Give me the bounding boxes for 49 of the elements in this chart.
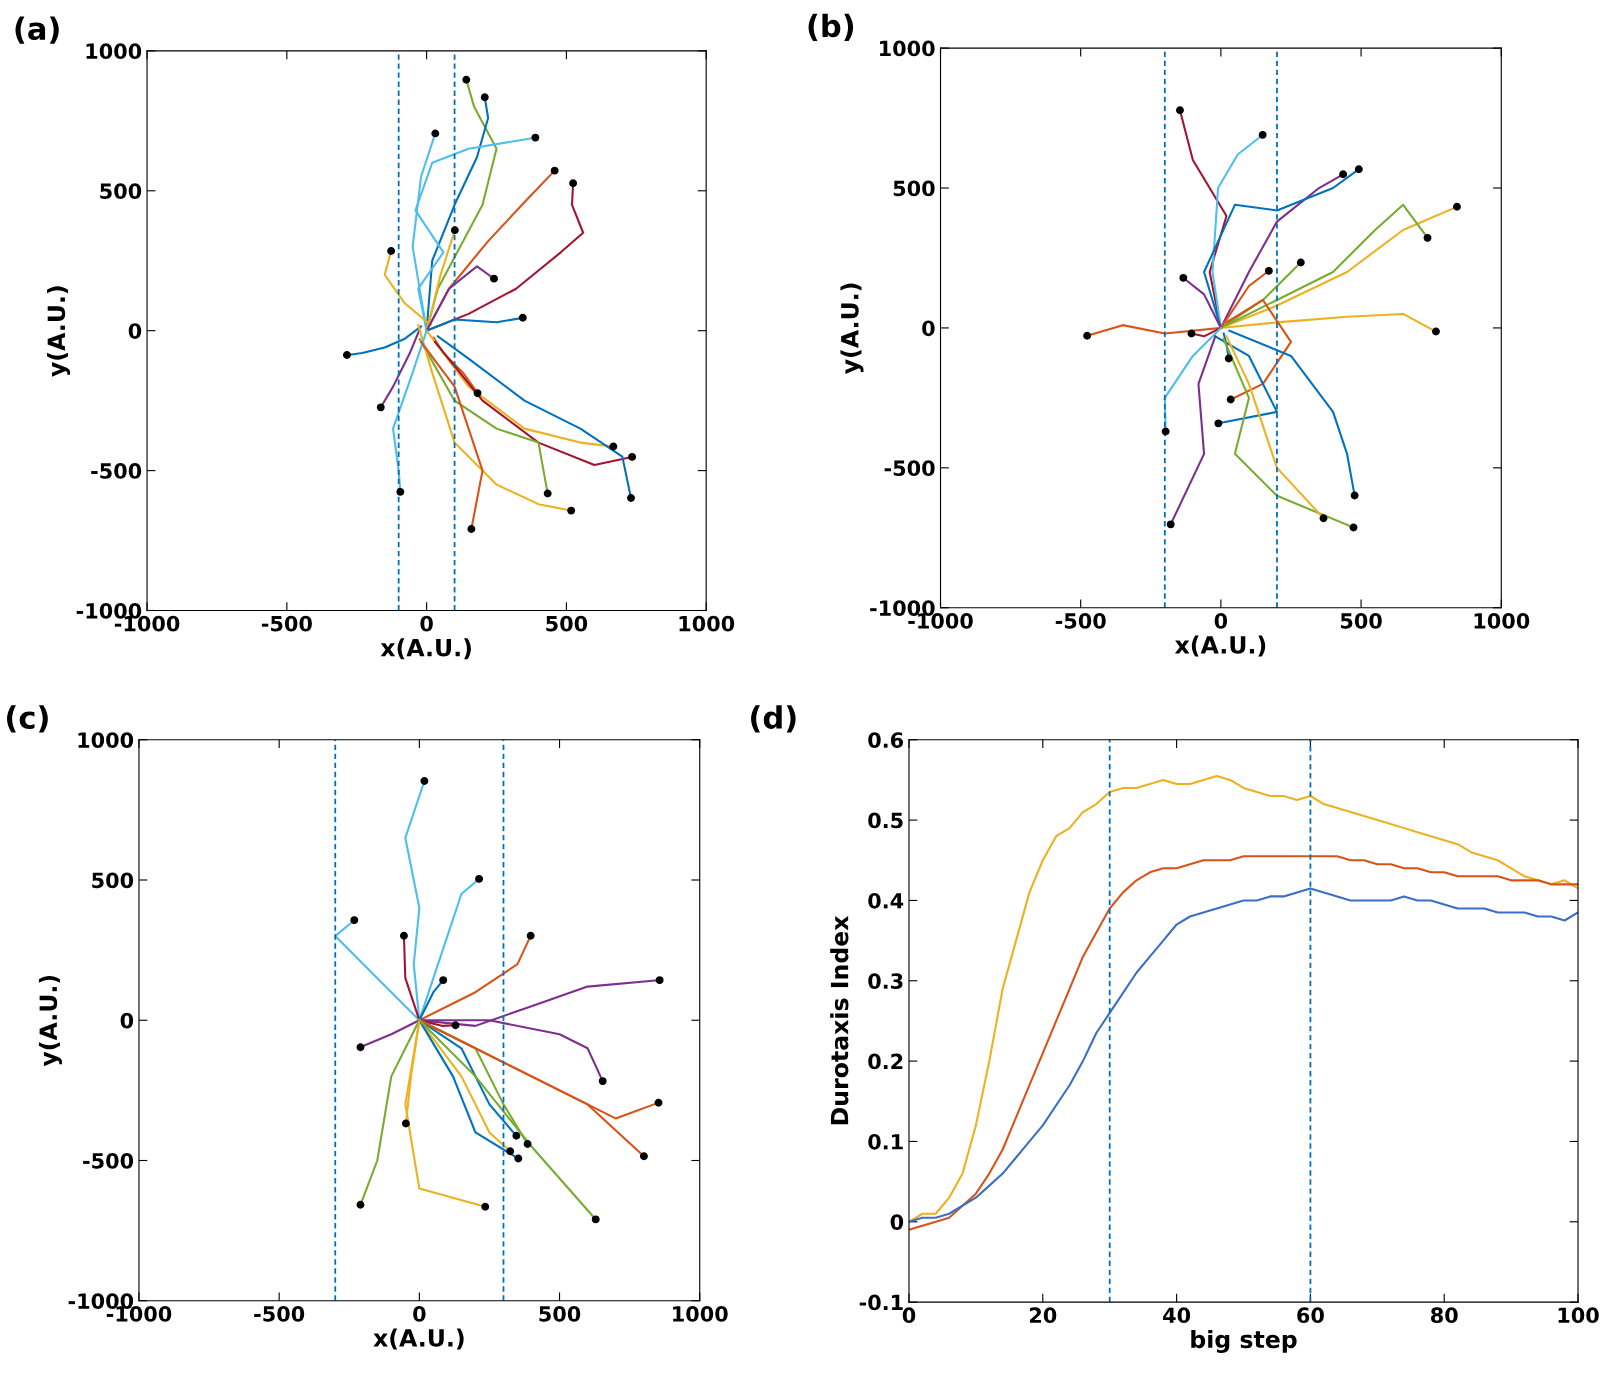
y-tick-label: 500 [893,180,935,197]
x-tick-label: 1000 [1474,612,1530,629]
y-axis-title: Durotaxis Index [830,915,849,1125]
y-tick-label: -500 [884,460,935,477]
x-tick-label: 100 [1558,1307,1599,1324]
x-axis-title: x(A.U.) [1174,635,1266,657]
y-tick-label: 0.3 [868,973,903,989]
y-tick-label: 0 [890,1214,904,1230]
x-tick-label: 500 [539,1305,581,1322]
y-tick-label: 0.5 [868,812,903,829]
x-axis-title: x(A.U.) [373,1328,464,1350]
y-tick-label: 0.2 [868,1053,903,1070]
x-tick-label: 1000 [679,615,735,632]
x-tick-label: 40 [1163,1307,1191,1324]
x-tick-label: 1000 [673,1305,728,1322]
y-tick-label: -500 [91,463,142,479]
chart-title: (b) [808,13,854,41]
x-tick-label: 0 [420,615,433,632]
x-axis-title: x(A.U.) [380,638,471,660]
y-tick-label: 0.4 [868,892,904,909]
y-tick-label: 1000 [86,43,142,60]
x-tick-label: 500 [546,615,588,632]
x-tick-label: -500 [261,615,312,632]
y-tick-label: 0 [120,1012,134,1029]
y-tick-label: -500 [83,1152,134,1169]
y-tick-label: 1000 [78,732,134,748]
y-tick-label: -0.1 [859,1294,903,1311]
y-axis-title: y(A.U.) [840,283,864,375]
x-tick-label: 20 [1029,1307,1057,1324]
y-tick-label: 500 [100,183,142,199]
y-tick-label: 0.6 [868,732,904,748]
y-tick-label: 0 [922,320,935,337]
x-axis-title: big step [1191,1329,1297,1353]
y-axis-title: y(A.U.) [47,286,71,377]
y-axis-title: y(A.U.) [38,975,62,1067]
y-tick-label: 1000 [880,40,935,57]
y-tick-label: 0.1 [868,1133,903,1150]
chart-title: (d) [751,705,796,733]
x-tick-label: 80 [1431,1307,1458,1324]
y-tick-label: 500 [92,872,134,889]
x-tick-label: 60 [1297,1307,1324,1324]
x-tick-label: 500 [1340,612,1382,629]
x-tick-label: 0 [1214,612,1228,629]
x-tick-label: -500 [1055,612,1106,629]
chart-title: (c) [7,705,48,733]
y-tick-label: 0 [128,323,142,339]
chart-title: (a) [15,16,59,44]
x-tick-label: -500 [254,1305,305,1322]
x-tick-label: 0 [413,1305,426,1322]
